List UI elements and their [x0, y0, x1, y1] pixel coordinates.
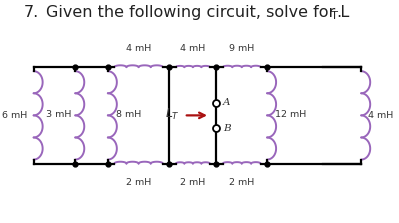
Text: 2 mH: 2 mH [229, 178, 255, 187]
Text: 2 mH: 2 mH [126, 178, 151, 187]
Text: 2 mH: 2 mH [180, 178, 205, 187]
Text: .: . [336, 5, 341, 20]
Text: 4 mH: 4 mH [368, 111, 393, 120]
Text: 12 mH: 12 mH [275, 110, 306, 119]
Text: 9 mH: 9 mH [229, 44, 255, 53]
Text: A: A [223, 98, 230, 107]
Text: B: B [223, 124, 231, 133]
Text: Given the following circuit, solve for L: Given the following circuit, solve for L [46, 5, 350, 20]
Text: 6 mH: 6 mH [2, 111, 27, 120]
Text: $L_T$: $L_T$ [165, 107, 180, 122]
Text: T: T [331, 11, 338, 21]
Text: 4 mH: 4 mH [180, 44, 205, 53]
Text: 7.: 7. [24, 5, 39, 20]
Text: 3 mH: 3 mH [46, 110, 72, 119]
Text: 4 mH: 4 mH [126, 44, 151, 53]
Text: 8 mH: 8 mH [116, 110, 141, 119]
